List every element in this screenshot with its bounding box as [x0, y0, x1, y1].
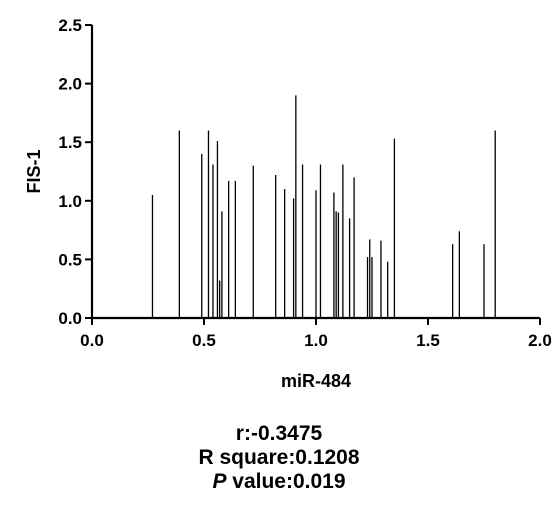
x-tick-label: 0.5 [192, 331, 216, 350]
x-tick-label: 2.0 [528, 331, 552, 350]
y-tick-label: 1.5 [58, 133, 82, 152]
x-tick-label: 0.0 [80, 331, 104, 350]
stats-block: r:-0.3475 R square:0.1208 P value:0.019 [0, 422, 558, 494]
p-value-text: P value:0.019 [0, 470, 558, 494]
y-tick-label: 0.0 [58, 309, 82, 328]
y-tick-label: 2.5 [58, 16, 82, 35]
chart: 0.0 0.5 1.0 1.5 2.0 2.5 0.0 0.5 1.0 1.5 2.0 miR-4… [24, 16, 552, 391]
p-value: value:0.019 [226, 470, 346, 493]
r-value-text: r:-0.3475 [235, 422, 323, 445]
y-tick-label: 2.0 [58, 75, 82, 94]
y-ticks-group: 0.0 0.5 1.0 1.5 2.0 2.5 [58, 16, 92, 328]
y-tick-label: 1.0 [58, 192, 82, 211]
x-axis-title: miR-484 [281, 371, 351, 391]
p-label: P [212, 470, 227, 493]
r-square-text: R square:0.1208 [198, 446, 360, 469]
x-tick-label: 1.0 [304, 331, 328, 350]
x-tick-label: 1.5 [416, 331, 440, 350]
x-ticks-group: 0.0 0.5 1.0 1.5 2.0 [80, 318, 552, 350]
y-axis-title: FIS-1 [24, 149, 44, 193]
y-tick-label: 0.5 [58, 250, 82, 269]
bars-group [151, 95, 496, 318]
